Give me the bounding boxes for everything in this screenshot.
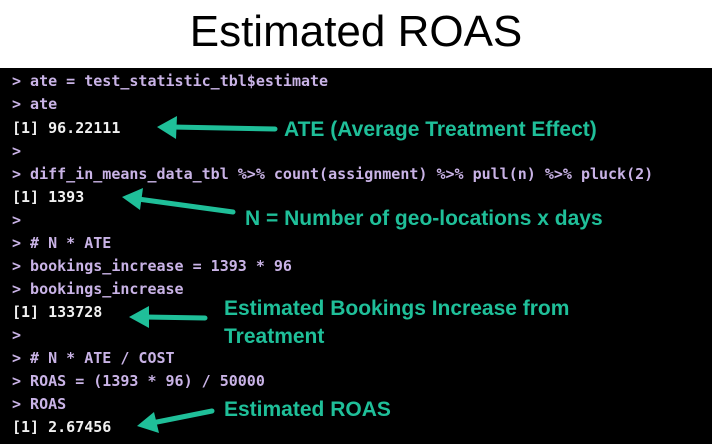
- annotation-n: N = Number of geo-locations x days: [245, 207, 603, 230]
- console-line: >: [12, 326, 22, 344]
- console-line: > bookings_increase = 1393 * 96: [12, 257, 292, 275]
- annotation-roas: Estimated ROAS: [224, 398, 391, 421]
- slide-title: Estimated ROAS: [0, 0, 712, 68]
- annotation-ate: ATE (Average Treatment Effect): [284, 118, 597, 141]
- console-line: > ROAS: [12, 395, 67, 413]
- console-output-line: [1] 133728: [12, 303, 103, 321]
- console-line: > bookings_increase: [12, 280, 184, 298]
- annotation-bookings-line2: Treatment: [224, 325, 325, 348]
- console-line: > ROAS = (1393 * 96) / 50000: [12, 372, 265, 390]
- console-line: >: [12, 142, 22, 160]
- r-console: > ate = test_statistic_tbl$estimate > at…: [0, 68, 712, 444]
- console-line: > # N * ATE / COST: [12, 349, 175, 367]
- annotation-bookings-line1: Estimated Bookings Increase from: [224, 297, 570, 320]
- console-output-line: [1] 96.22111: [12, 119, 121, 137]
- console-line: >: [12, 211, 22, 229]
- console-line: > diff_in_means_data_tbl %>% count(assig…: [12, 165, 654, 183]
- console-line: > ate: [12, 95, 58, 113]
- console-output-line: [1] 1393: [12, 188, 85, 206]
- console-output-line: [1] 2.67456: [12, 418, 112, 436]
- console-line: > ate = test_statistic_tbl$estimate: [12, 72, 329, 90]
- console-line: > # N * ATE: [12, 234, 112, 252]
